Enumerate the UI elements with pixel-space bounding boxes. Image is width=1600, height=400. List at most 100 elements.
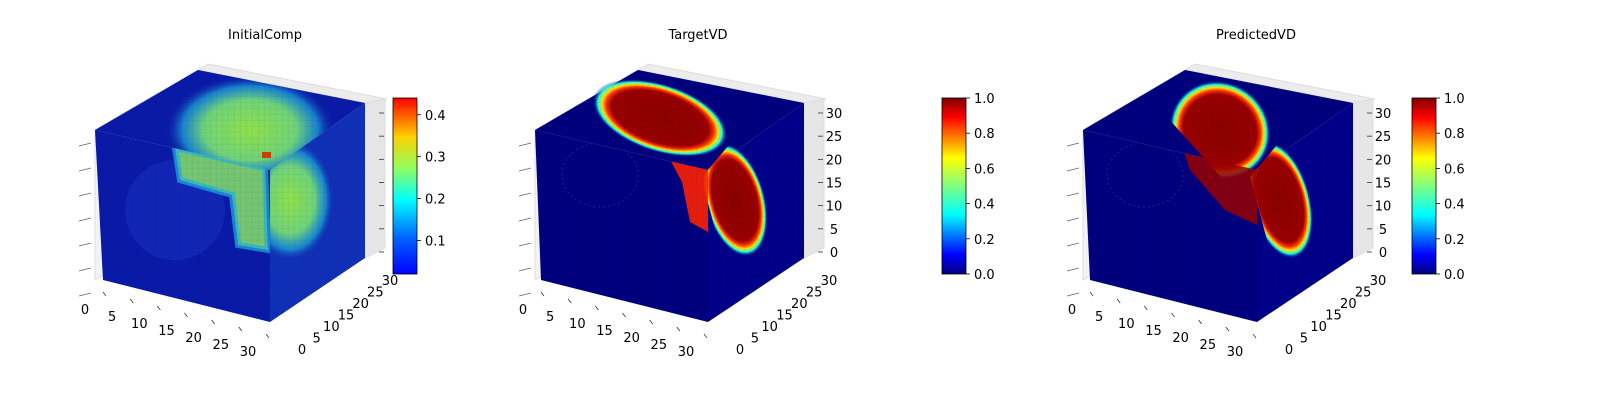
left-tick-mark — [518, 267, 532, 272]
x-tick-mark — [157, 305, 161, 311]
y-tick-label: 20 — [352, 297, 369, 312]
back-pane-top — [196, 63, 388, 104]
left-tick-mark — [1066, 267, 1080, 272]
z-tick-label: 0 — [830, 246, 838, 261]
y-tick-label: 20 — [1340, 297, 1357, 312]
x-tick-label: 20 — [1172, 331, 1189, 346]
z-tick-label: 30 — [1375, 107, 1392, 122]
x-tick-mark — [1225, 326, 1230, 332]
front-voxel-grid — [535, 130, 708, 322]
y-tick-label: 30 — [1370, 274, 1387, 289]
colorbar-tick-label: 1.0 — [974, 92, 995, 107]
left-tick-mark — [1066, 217, 1080, 222]
y-tick-label: 10 — [323, 320, 340, 335]
left-tick-mark — [78, 217, 92, 222]
colorbar-tick-label: 0.2 — [1444, 233, 1465, 248]
x-tick-mark — [622, 312, 626, 318]
x-tick-label: 0 — [81, 303, 89, 318]
back-pane-right — [364, 98, 386, 259]
x-tick-label: 15 — [1145, 324, 1162, 339]
z-tick-label: 25 — [1375, 130, 1392, 145]
x-tick-mark — [1198, 319, 1202, 325]
y-tick-label: 25 — [806, 286, 823, 301]
colorbar-tick-label: 0.6 — [974, 162, 995, 177]
x-tick-mark — [238, 326, 243, 332]
y-tick-label: 15 — [338, 309, 355, 324]
y-tick-label: 0 — [1285, 343, 1293, 358]
x-tick-label: 5 — [546, 310, 554, 325]
back-pane-right — [1352, 98, 1374, 259]
x-tick-mark — [676, 326, 681, 332]
y-tick-label: 30 — [821, 274, 838, 289]
colorbar-tick-label: 1.0 — [1444, 92, 1465, 107]
colorbar-tick-label: 0.4 — [425, 109, 446, 124]
x-tick-mark — [102, 291, 107, 297]
left-tick-mark — [518, 142, 532, 147]
front-voxel-grid — [1083, 130, 1257, 322]
y-tick-label: 25 — [1355, 286, 1372, 301]
panel-title: PredictedVD — [1216, 28, 1296, 43]
top-voxel-grid — [535, 70, 804, 170]
y-tick-label: 5 — [313, 332, 321, 347]
z-tick-label: 15 — [1375, 177, 1392, 192]
x-tick-mark — [1252, 333, 1257, 339]
z-tick-label: 30 — [826, 107, 843, 122]
y-tick-label: 15 — [1325, 309, 1342, 324]
left-tick-mark — [518, 242, 532, 247]
x-tick-label: 10 — [569, 317, 586, 332]
left-tick-mark — [1066, 192, 1080, 197]
x-tick-mark — [184, 312, 188, 318]
x-tick-mark — [703, 333, 708, 339]
x-tick-label: 25 — [1200, 338, 1217, 353]
left-tick-mark — [78, 292, 92, 297]
x-tick-label: 25 — [213, 338, 230, 353]
colorbar — [941, 97, 967, 275]
z-tick-label: 5 — [1379, 223, 1387, 238]
colorbar-tick-label: 0.2 — [974, 233, 995, 248]
colorbar — [392, 97, 418, 275]
right-voxel-grid — [1257, 103, 1353, 322]
left-tick-mark — [78, 142, 92, 147]
left-tick-mark — [78, 242, 92, 247]
colorbar-tick-label: 0.8 — [1444, 127, 1465, 142]
y-tick-label: 25 — [367, 286, 384, 301]
x-tick-label: 25 — [651, 338, 668, 353]
z-tick-label: 15 — [826, 177, 843, 192]
y-tick-label: 30 — [382, 274, 399, 289]
panel-title: TargetVD — [667, 28, 727, 43]
left-tick-mark — [1066, 242, 1080, 247]
z-tick-label: 5 — [830, 223, 838, 238]
z-tick-label: 20 — [826, 153, 843, 168]
x-tick-label: 10 — [131, 317, 148, 332]
panel-title: InitialComp — [228, 28, 302, 43]
back-pane-top — [636, 63, 827, 104]
y-tick-label: 15 — [776, 309, 793, 324]
z-tick-label: 25 — [826, 130, 843, 145]
x-tick-label: 20 — [623, 331, 640, 346]
left-tick-mark — [518, 167, 532, 172]
left-tick-mark — [1066, 142, 1080, 147]
x-tick-mark — [129, 298, 134, 304]
z-tick-label: 20 — [1375, 153, 1392, 168]
x-tick-label: 0 — [1068, 303, 1076, 318]
right-voxel-grid — [708, 103, 804, 322]
x-tick-mark — [649, 319, 653, 325]
x-tick-label: 5 — [1095, 310, 1103, 325]
left-tick-mark — [518, 192, 532, 197]
colorbar — [1411, 97, 1437, 275]
right-voxel-grid — [270, 103, 365, 322]
colorbar-tick-label: 0.4 — [1444, 198, 1465, 213]
back-pane-right — [803, 98, 825, 259]
x-tick-label: 5 — [108, 310, 116, 325]
x-tick-label: 20 — [185, 331, 202, 346]
colorbar-tick-label: 0.6 — [1444, 162, 1465, 177]
y-tick-label: 0 — [736, 343, 744, 358]
front-voxel-grid — [95, 130, 270, 322]
x-tick-label: 30 — [240, 345, 257, 360]
z-tick-label: 10 — [826, 200, 843, 215]
colorbar-tick-label: 0.0 — [1444, 268, 1465, 283]
x-tick-mark — [1171, 312, 1175, 318]
